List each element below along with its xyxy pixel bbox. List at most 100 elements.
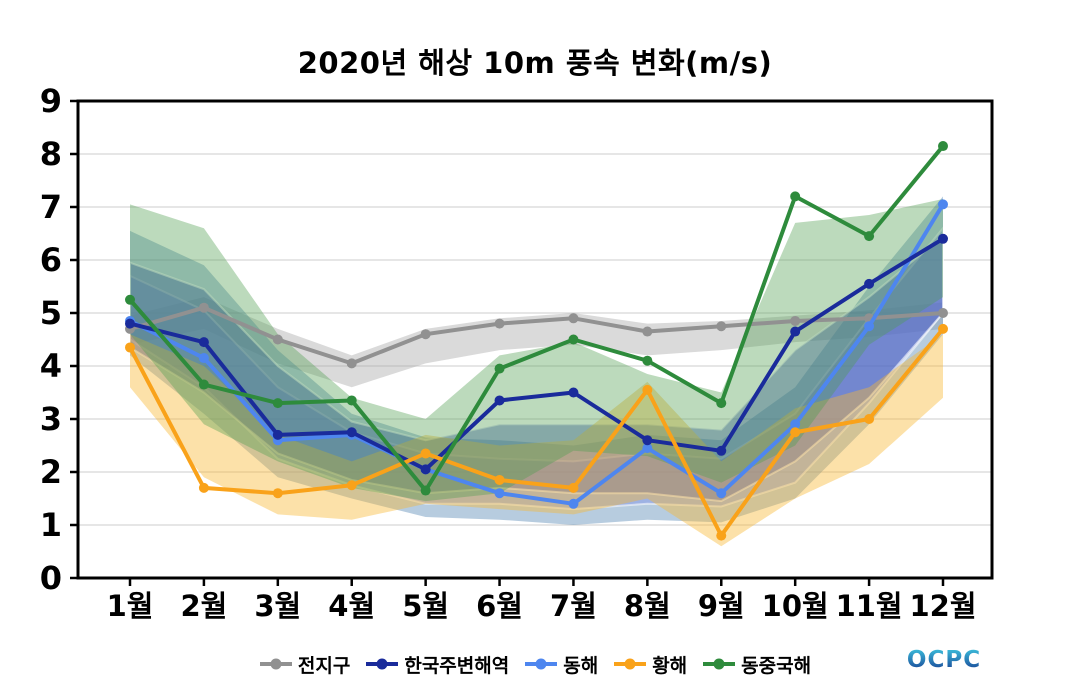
yellow-sea-point [716, 530, 727, 541]
x-tick-label: 6월 [476, 589, 523, 623]
east-sea-point [198, 353, 209, 364]
y-tick-label: 3 [40, 400, 62, 438]
x-tick-label: 4월 [328, 589, 375, 623]
y-tick-label: 1 [40, 506, 62, 544]
global-point [420, 329, 431, 340]
legend-item-global: 전지구 [259, 651, 350, 678]
east-sea-point [716, 488, 727, 499]
korea-waters-point [864, 278, 875, 289]
korea-waters-point [790, 326, 801, 337]
global-point [346, 358, 357, 369]
east-china-sea-line-marker-icon [703, 658, 736, 670]
yellow-sea-line [128, 326, 945, 538]
x-tick-label: 1월 [107, 589, 154, 623]
korea-waters-point [272, 429, 283, 440]
east-sea-point [494, 488, 505, 499]
x-tick-label: 7월 [550, 589, 597, 623]
legend-label-east-sea: 동해 [563, 654, 599, 677]
yellow-sea-point [790, 427, 801, 438]
korea-waters-point [494, 395, 505, 406]
global-point [642, 326, 653, 337]
korea-waters-point [642, 435, 653, 446]
east-china-sea-point [494, 363, 505, 374]
east-sea-point [642, 443, 653, 454]
yellow-sea-point [198, 482, 209, 493]
legend: 전지구 한국주변해역 동해 황해 동중국해 [0, 646, 1070, 682]
x-tick-label: 9월 [698, 589, 745, 623]
korea-waters-point [125, 318, 135, 329]
y-tick-label: 2 [40, 453, 62, 491]
korea-waters-point [938, 233, 948, 244]
y-tick-label: 8 [40, 135, 62, 173]
east-china-sea-point [420, 485, 431, 496]
global-point [938, 308, 948, 318]
east-china-sea-point [346, 395, 357, 406]
east-china-sea-point [272, 398, 283, 409]
x-tick-label: 10월 [762, 589, 829, 623]
global-point [568, 313, 579, 324]
legend-item-east-china-sea: 동중국해 [702, 651, 811, 678]
korea-waters-point [346, 427, 357, 438]
korea-waters-line [128, 236, 945, 472]
legend-label-yellow-sea: 황해 [652, 654, 688, 677]
legend-item-east-sea: 동해 [524, 651, 598, 678]
yellow-sea-point [494, 474, 505, 485]
chart-title: 2020년 해상 10m 풍속 변화(m/s) [297, 46, 773, 80]
plot-frame [76, 99, 994, 580]
ocpc-logo-text: OCPC [907, 647, 981, 673]
yellow-sea-point [420, 448, 431, 459]
x-tick-label: 2월 [180, 589, 227, 623]
yellow-sea-point [568, 482, 579, 493]
yellow-sea-point [272, 488, 283, 499]
east-china-sea-point [716, 398, 727, 409]
global-point [198, 302, 209, 313]
east-sea-point [938, 199, 948, 210]
ocpc-logo: OCPC [907, 647, 981, 673]
global-line [128, 305, 945, 366]
yellow-sea-point [642, 384, 653, 395]
east-sea-point [864, 321, 875, 332]
y-tick-label: 9 [40, 82, 62, 120]
yellow-sea-band [130, 334, 943, 547]
yellow-sea-point [125, 342, 135, 353]
east-china-sea-point [198, 379, 209, 390]
east-sea-point [568, 498, 579, 509]
korea-waters-point [568, 387, 579, 398]
korea-waters-point [716, 445, 727, 456]
y-tick-label: 6 [40, 241, 62, 279]
east-china-sea-point [568, 334, 579, 345]
east-china-sea-point [938, 141, 948, 152]
x-tick-label: 12월 [909, 589, 976, 623]
legend-label-east-china-sea: 동중국해 [741, 654, 812, 677]
global-point [790, 315, 801, 326]
legend-item-korea-waters: 한국주변해역 [365, 651, 509, 678]
legend-label-korea-waters: 한국주변해역 [404, 654, 510, 677]
global-line-marker-icon [259, 658, 292, 670]
east-china-sea-band [130, 199, 943, 502]
korea-waters-point [198, 337, 209, 348]
east-china-sea-point [790, 191, 801, 202]
y-tick-label: 4 [40, 347, 62, 385]
x-tick-label: 3월 [254, 589, 301, 623]
legend-item-yellow-sea: 황해 [613, 651, 687, 678]
east-china-sea-point [642, 355, 653, 366]
global-point [272, 334, 283, 345]
east-china-sea-point [125, 294, 135, 305]
y-tick-label: 0 [40, 559, 62, 597]
yellow-sea-point [346, 480, 357, 491]
y-tick-label: 7 [40, 188, 62, 226]
east-sea-line-marker-icon [525, 658, 558, 670]
y-tick-label: 5 [40, 294, 62, 332]
east-sea-line [128, 202, 945, 506]
x-tick-label: 8월 [624, 589, 671, 623]
korea-waters-line-marker-icon [366, 658, 399, 670]
yellow-sea-point [864, 414, 875, 424]
yellow-sea-line-marker-icon [614, 658, 647, 670]
east-china-sea-point [864, 231, 875, 242]
legend-label-global: 전지구 [297, 654, 351, 677]
east-china-sea-line [128, 144, 945, 493]
korea-waters-point [420, 464, 431, 475]
x-tick-label: 11월 [836, 589, 903, 623]
